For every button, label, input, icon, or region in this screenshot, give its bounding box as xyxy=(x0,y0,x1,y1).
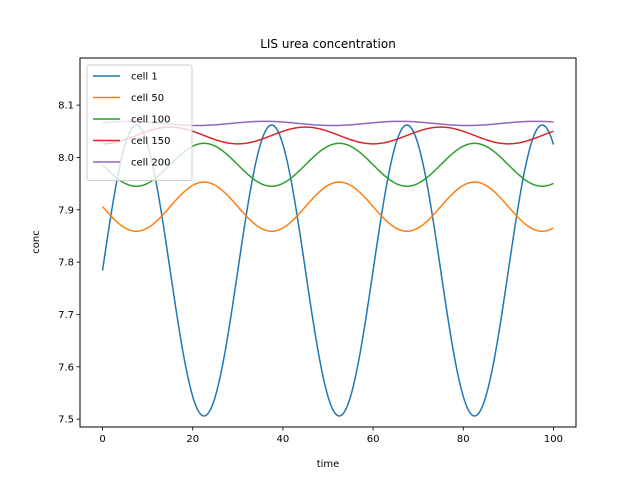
x-tick-label: 100 xyxy=(544,434,563,445)
x-tick-label: 40 xyxy=(277,434,290,445)
y-tick-label: 7.6 xyxy=(58,362,74,373)
x-tick-label: 60 xyxy=(367,434,380,445)
legend-label: cell 200 xyxy=(131,158,170,169)
x-tick-label: 20 xyxy=(186,434,199,445)
legend-label: cell 1 xyxy=(131,72,158,83)
legend: cell 1 cell 50 cell 100 cell 150 cell 200 xyxy=(86,64,193,181)
chart-title: LIS urea concentration xyxy=(260,37,396,51)
legend-label: cell 150 xyxy=(131,136,170,147)
legend-label: cell 100 xyxy=(131,115,170,126)
y-tick-label: 8.0 xyxy=(58,153,74,164)
x-tick-label: 0 xyxy=(99,434,105,445)
y-tick-label: 7.9 xyxy=(58,205,74,216)
x-axis-label: time xyxy=(317,459,340,470)
y-axis: 7.5 7.6 7.7 7.8 7.9 8.0 8.1 xyxy=(58,101,80,426)
y-tick-label: 8.1 xyxy=(58,101,74,112)
x-axis: 0 20 40 60 80 100 xyxy=(99,427,563,445)
legend-box xyxy=(86,64,193,181)
x-tick-label: 80 xyxy=(457,434,470,445)
y-tick-label: 7.5 xyxy=(58,415,74,426)
y-axis-label: conc xyxy=(31,230,42,253)
plot-frame xyxy=(79,57,577,428)
series-line-1 xyxy=(101,124,555,417)
series-line-2 xyxy=(101,181,554,233)
y-tick-label: 7.8 xyxy=(58,258,74,269)
y-tick-label: 7.7 xyxy=(58,310,74,321)
legend-label: cell 50 xyxy=(131,93,164,104)
